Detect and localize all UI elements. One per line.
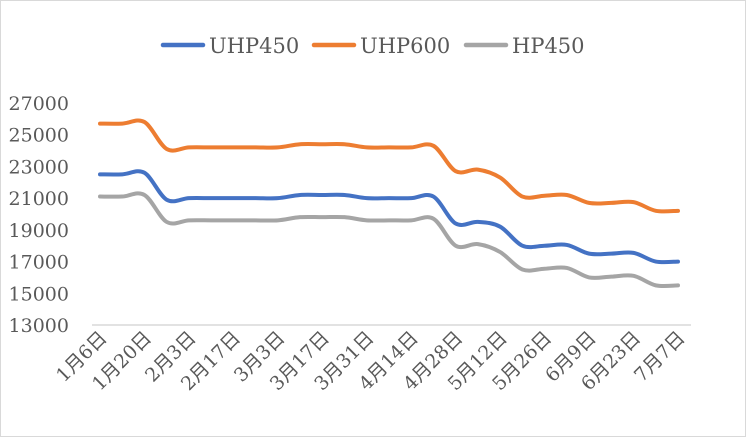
y-tick-label: 27000 [9, 93, 69, 115]
x-axis: 1月6日1月20日2月3日2月17日3月3日3月17日3月31日4月14日4月2… [52, 327, 690, 395]
y-tick-label: 23000 [9, 156, 69, 178]
y-tick-label: 13000 [9, 315, 69, 337]
y-tick-label: 25000 [9, 125, 69, 147]
series-lines [98, 118, 680, 289]
x-tick-label: 7月7日 [630, 327, 690, 387]
series-line-uhp600 [98, 118, 680, 214]
y-tick-label: 15000 [9, 283, 69, 305]
legend-label: UHP450 [209, 34, 299, 58]
series-line-uhp450 [98, 169, 680, 265]
y-tick-label: 19000 [9, 220, 69, 242]
y-tick-label: 17000 [9, 252, 69, 274]
legend-label: UHP600 [360, 34, 450, 58]
y-tick-label: 21000 [9, 188, 69, 210]
series-line-hp450 [98, 191, 680, 289]
legend-label: HP450 [512, 34, 585, 58]
y-axis: 13000 15000 17000 19000 21000 23000 25000 27000 [9, 93, 69, 337]
legend: UHP450 UHP600 HP450 [160, 34, 585, 58]
